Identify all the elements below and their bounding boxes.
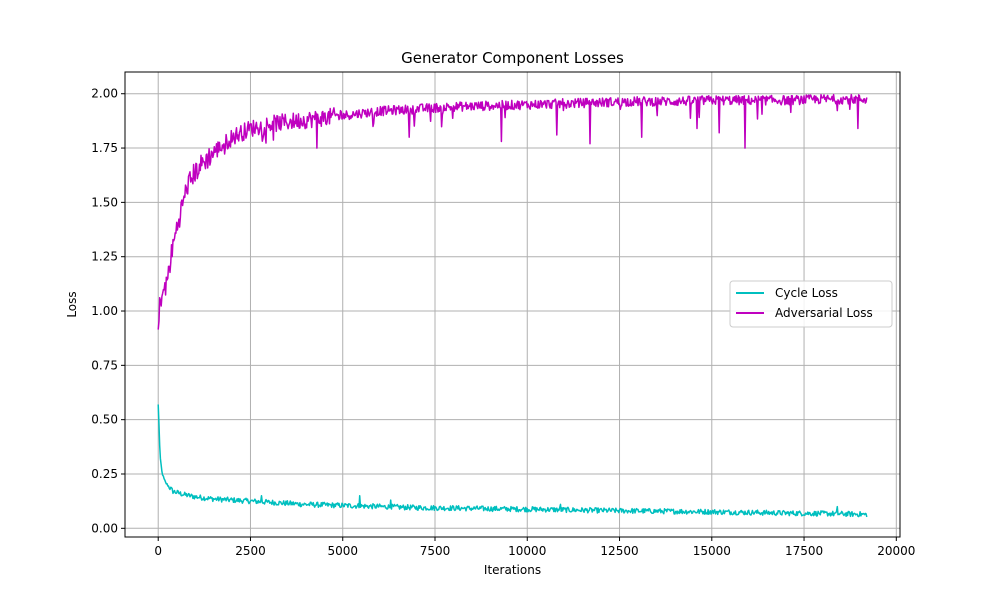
y-tick-label: 0.00 — [91, 521, 118, 535]
x-tick-label: 20000 — [877, 544, 915, 558]
y-axis-label: Loss — [65, 291, 79, 317]
ticks: 0 2500 5000 7500 10000 12500 15000 17500 20000 0.… — [91, 87, 915, 558]
legend-box — [729, 280, 893, 328]
chart-title: Generator Component Losses — [401, 49, 624, 67]
series-line-adversarial-loss — [157, 93, 868, 330]
y-tick-label: 1.50 — [91, 195, 118, 209]
x-tick-label: 10000 — [508, 544, 546, 558]
x-tick-label: 15000 — [693, 544, 731, 558]
x-tick-label: 0 — [154, 544, 162, 558]
y-tick-label: 1.00 — [91, 304, 118, 318]
series-layer — [157, 93, 868, 518]
x-tick-label: 17500 — [785, 544, 823, 558]
x-axis-label: Iterations — [484, 563, 541, 577]
y-tick-label: 0.50 — [91, 413, 118, 427]
legend-entry: Adversarial Loss — [775, 306, 873, 320]
plot-frame — [124, 71, 901, 538]
x-tick-label: 2500 — [235, 544, 266, 558]
y-tick-label: 1.75 — [91, 141, 118, 155]
y-tick-label: 1.25 — [91, 250, 118, 264]
legend-entry: Cycle Loss — [775, 286, 838, 300]
x-tick-label: 7500 — [420, 544, 451, 558]
x-tick-label: 5000 — [327, 544, 358, 558]
legend: Cycle Loss Adversarial Loss — [729, 280, 893, 328]
series-line-cycle-loss — [157, 404, 868, 518]
y-tick-label: 0.75 — [91, 358, 118, 372]
x-tick-label: 12500 — [600, 544, 638, 558]
y-tick-label: 2.00 — [91, 87, 118, 101]
y-tick-label: 0.25 — [91, 467, 118, 481]
